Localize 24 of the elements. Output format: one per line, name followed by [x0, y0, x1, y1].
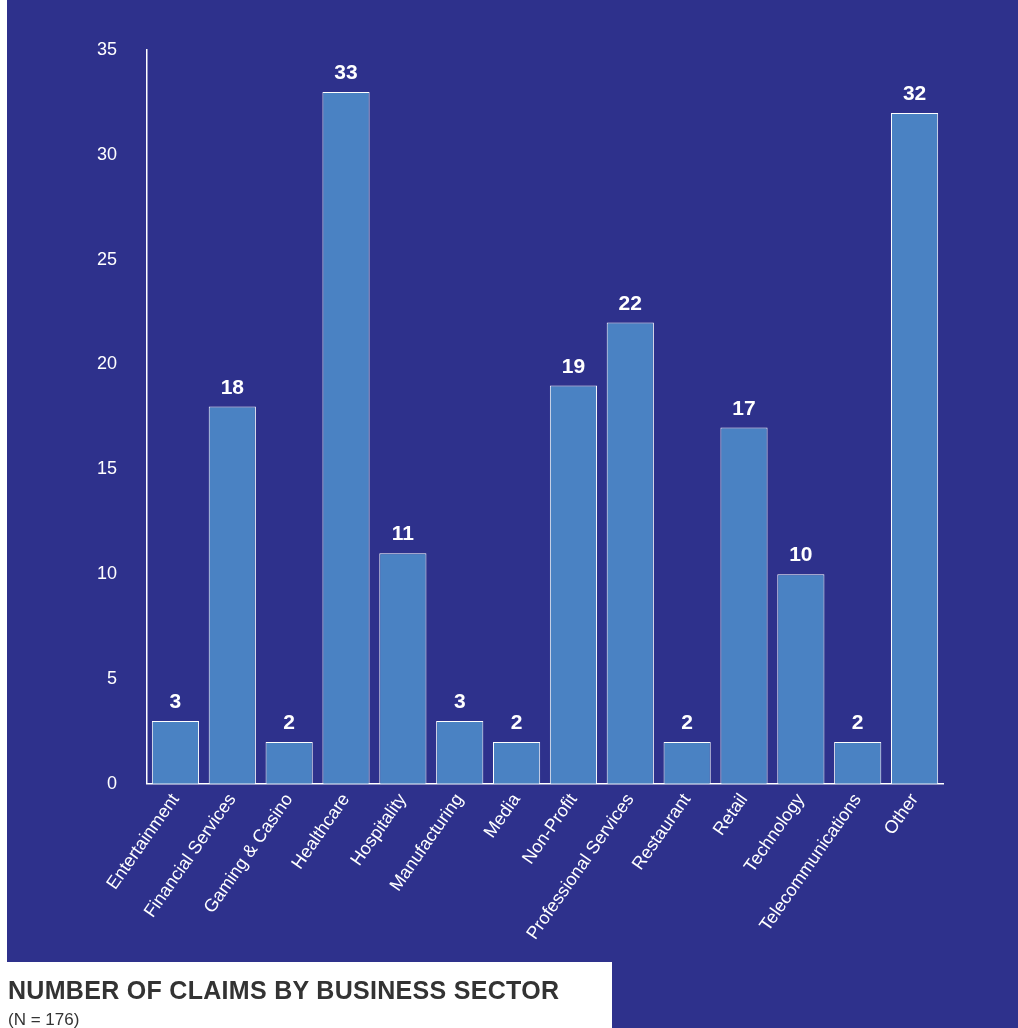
data-label: 3	[169, 689, 182, 713]
y-tick-label: 20	[96, 353, 118, 374]
y-tick-label: 25	[96, 248, 118, 269]
data-label: 19	[561, 353, 586, 377]
data-label: 17	[732, 395, 756, 419]
y-tick-label: 10	[96, 563, 118, 584]
data-label: 2	[283, 710, 295, 734]
y-tick-label: 0	[107, 772, 118, 793]
data-label: 2	[851, 710, 864, 734]
data-label: 3	[453, 689, 466, 713]
data-label: 11	[391, 521, 415, 545]
data-label: 2	[681, 710, 693, 734]
y-tick-label: 30	[96, 143, 118, 164]
text: (N = 176)	[8, 1010, 80, 1028]
data-label: 18	[220, 374, 245, 398]
y-tick-label: 35	[96, 38, 118, 59]
data-label: 33	[334, 60, 358, 84]
text: NUMBER OF CLAIMS BY BUSINESS SECTOR	[8, 976, 560, 1005]
data-label: 22	[618, 290, 642, 314]
y-tick-label: 5	[107, 667, 118, 688]
data-label: 32	[902, 81, 927, 105]
data-label: 2	[510, 710, 523, 734]
y-tick-label: 15	[96, 458, 118, 479]
data-label: 10	[789, 542, 813, 566]
